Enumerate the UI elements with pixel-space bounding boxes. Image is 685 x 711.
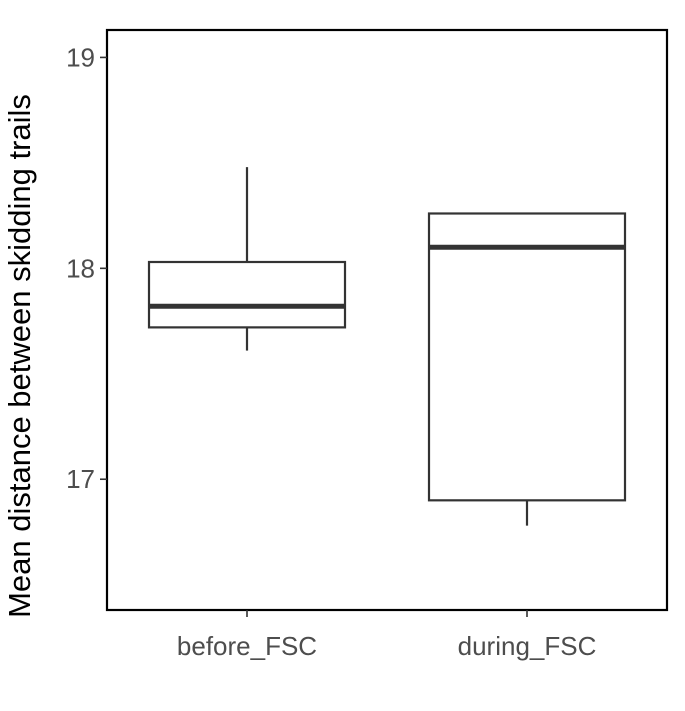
x-axis: before_FSC during_FSC	[177, 610, 596, 661]
box-during_FSC	[427, 212, 627, 526]
y-axis-title: Mean distance between skidding trails	[2, 94, 37, 618]
box-before_FSC	[147, 167, 347, 351]
y-tick-label: 19	[66, 42, 95, 72]
y-tick-label: 17	[66, 464, 95, 494]
panel-border	[105, 28, 669, 612]
y-tick-label: 18	[66, 253, 95, 283]
box-iqr	[147, 260, 347, 329]
plot-panel	[105, 28, 669, 612]
x-tick-label: during_FSC	[458, 631, 597, 661]
y-axis: 17 18 19	[66, 42, 107, 494]
x-tick-label: before_FSC	[177, 631, 317, 661]
box-iqr	[427, 212, 627, 502]
